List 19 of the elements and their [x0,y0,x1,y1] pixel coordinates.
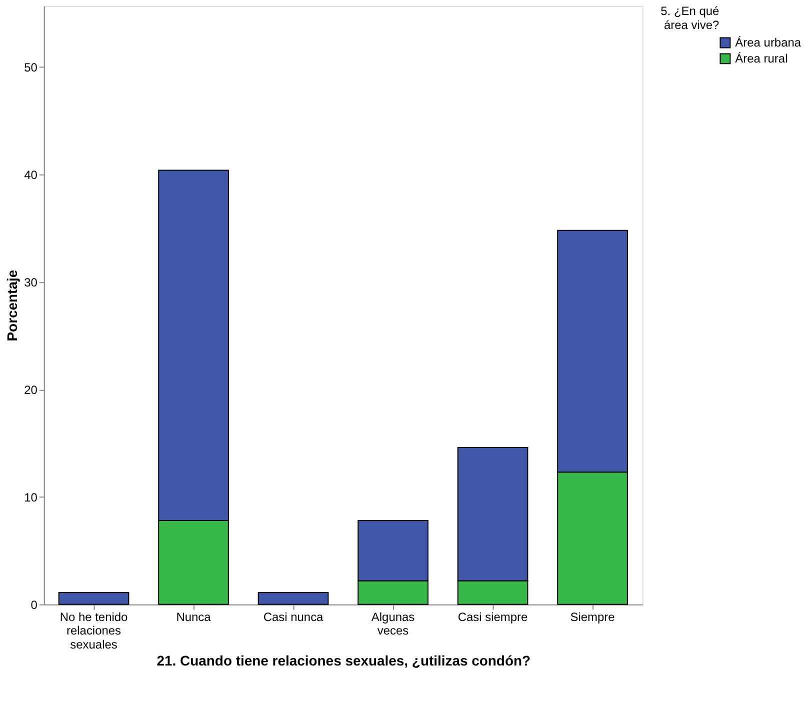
legend-label: Área urbana [735,36,802,50]
y-tick-label: 30 [24,275,38,290]
x-tick-label: Algunas veces [371,610,415,638]
x-tick-label: Casi siempre [458,610,528,624]
x-tick-label: Nunca [176,610,212,624]
y-tick-label: 40 [24,168,38,182]
bar [58,592,130,605]
legend-label: Área rural [735,52,788,66]
y-axis-title: Porcentaje [4,270,20,342]
y-tick-label: 10 [24,490,38,504]
x-tick-label: Casi nunca [263,610,324,624]
legend-title: 5. ¿En qué área vive? [660,4,720,32]
y-tick-label: 0 [30,598,38,612]
y-tick-label: 20 [24,382,38,397]
bar [258,592,329,605]
y-tick-label: 50 [24,60,38,75]
x-tick-label: No he tenido relaciones sexuales [60,610,128,652]
x-axis-title: 21. Cuando tiene relaciones sexuales, ¿utilizas condón? [156,652,531,669]
x-tick-label: Siempre [570,610,616,624]
